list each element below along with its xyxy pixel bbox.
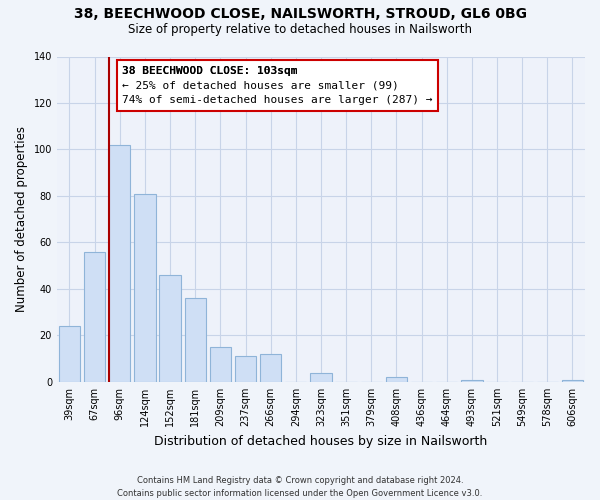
Y-axis label: Number of detached properties: Number of detached properties xyxy=(15,126,28,312)
Bar xyxy=(310,372,332,382)
Text: 38 BEECHWOOD CLOSE: 103sqm: 38 BEECHWOOD CLOSE: 103sqm xyxy=(122,66,298,90)
Bar xyxy=(134,194,155,382)
Bar xyxy=(461,380,482,382)
Bar xyxy=(386,378,407,382)
Bar xyxy=(59,326,80,382)
Text: 38 BEECHWOOD CLOSE: 103sqm
← 25% of detached houses are smaller (99)
74% of semi: 38 BEECHWOOD CLOSE: 103sqm ← 25% of deta… xyxy=(122,66,433,106)
Text: Size of property relative to detached houses in Nailsworth: Size of property relative to detached ho… xyxy=(128,22,472,36)
Bar xyxy=(562,380,583,382)
Text: 38, BEECHWOOD CLOSE, NAILSWORTH, STROUD, GL6 0BG: 38, BEECHWOOD CLOSE, NAILSWORTH, STROUD,… xyxy=(74,8,527,22)
Bar xyxy=(260,354,281,382)
Bar xyxy=(84,252,106,382)
Bar xyxy=(235,356,256,382)
Bar xyxy=(209,347,231,382)
Text: Contains HM Land Registry data © Crown copyright and database right 2024.
Contai: Contains HM Land Registry data © Crown c… xyxy=(118,476,482,498)
Bar xyxy=(160,275,181,382)
Bar xyxy=(109,145,130,382)
Bar xyxy=(185,298,206,382)
X-axis label: Distribution of detached houses by size in Nailsworth: Distribution of detached houses by size … xyxy=(154,434,488,448)
